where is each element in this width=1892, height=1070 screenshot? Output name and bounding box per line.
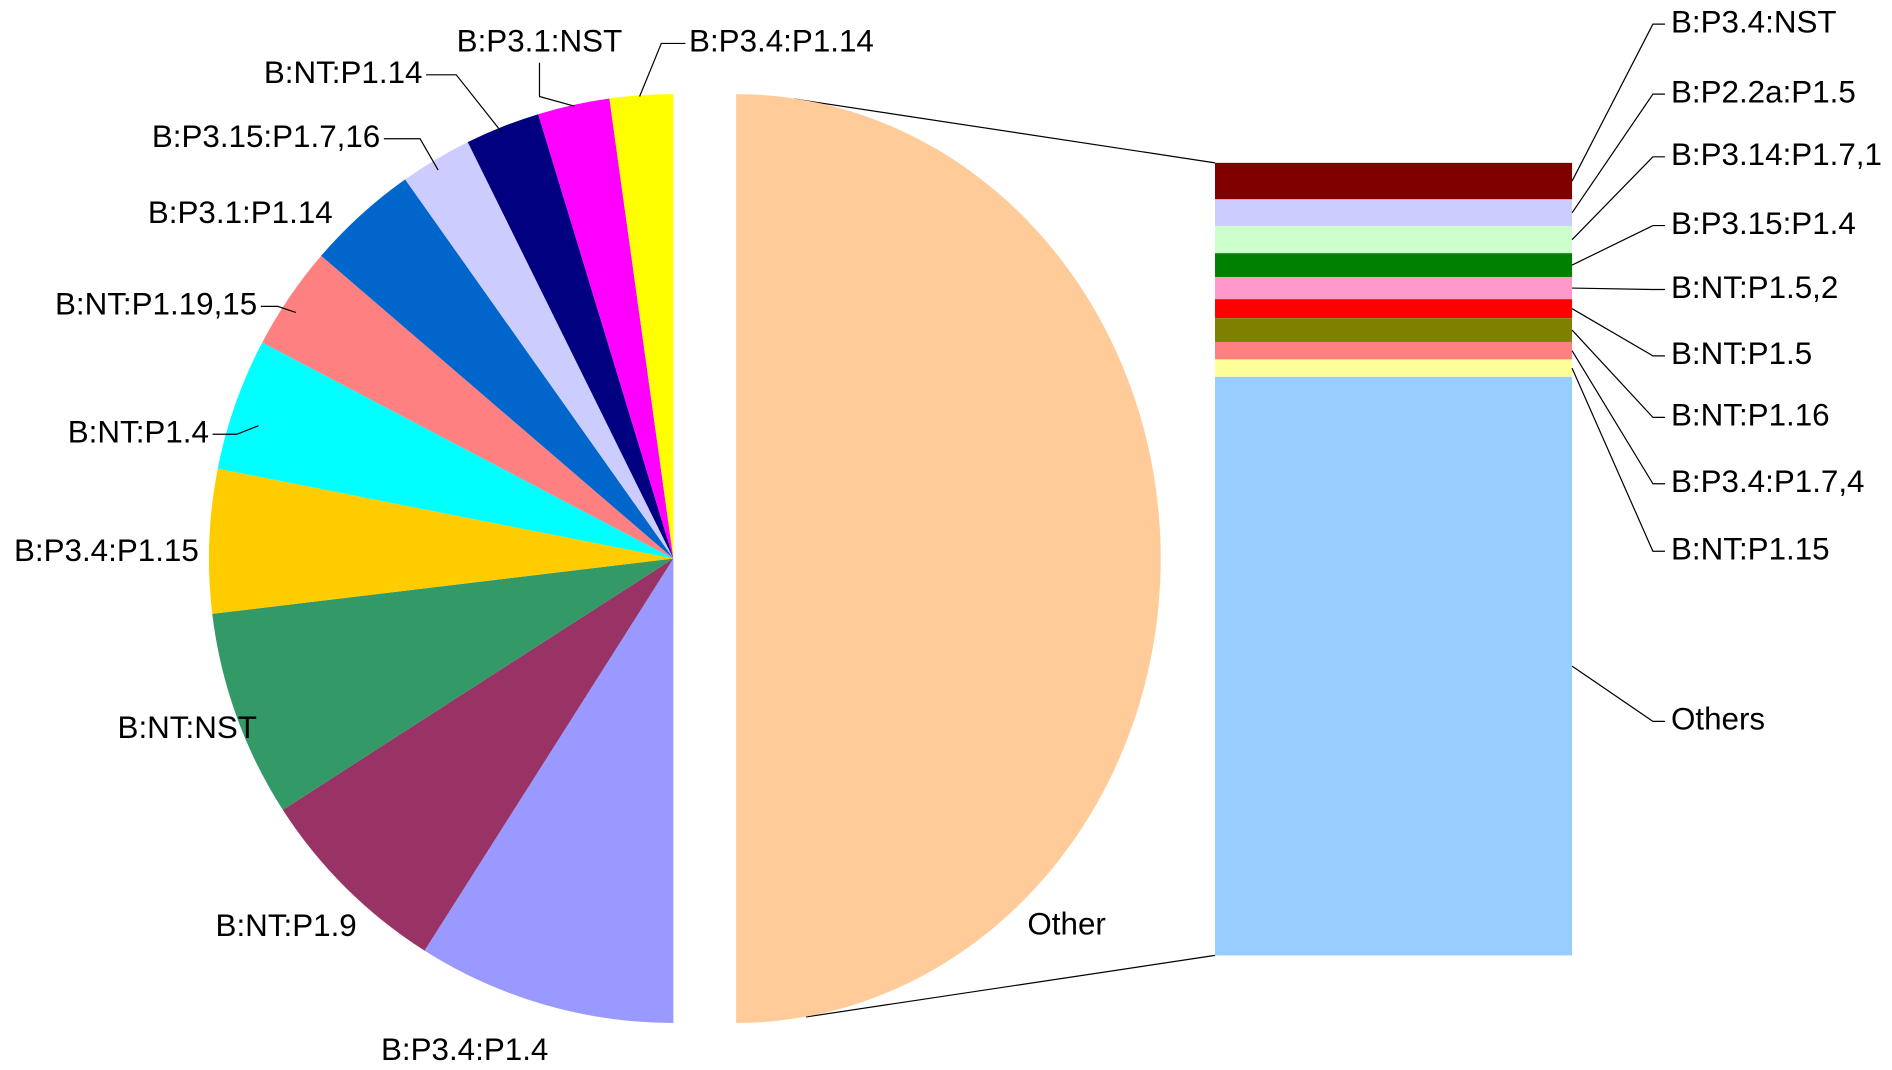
slice-label: B:P3.1:NST	[457, 24, 623, 59]
slice-label: B:NT:P1.9	[216, 908, 357, 943]
leader-line	[538, 62, 575, 107]
leader-line	[212, 425, 259, 435]
leader-line	[1571, 224, 1665, 266]
pie-slice	[217, 342, 674, 559]
slice-label: B:P3.15:P1.7,16	[152, 119, 380, 154]
bar-segment	[1215, 376, 1573, 956]
bar-label: B:P2.2a:P1.5	[1671, 74, 1856, 109]
leader-line	[1571, 23, 1665, 182]
leader-line	[1571, 367, 1665, 552]
leader-line	[1571, 329, 1665, 418]
connector-line	[805, 954, 1216, 1018]
bar-segment	[1215, 199, 1573, 227]
leader-line	[260, 305, 296, 314]
slice-label: B:NT:NST	[118, 710, 257, 745]
leader-line	[1572, 287, 1665, 291]
pie-slice	[405, 142, 674, 559]
pie-slice	[467, 114, 674, 559]
bar-label: B:NT:P1.5	[1671, 336, 1812, 371]
bar-label: B:NT:P1.16	[1671, 398, 1830, 433]
bar-label: B:P3.4:P1.7,4	[1671, 464, 1865, 499]
slice-label: B:NT:P1.14	[264, 55, 423, 90]
bar-label: B:P3.14:P1.7,1	[1671, 137, 1882, 172]
bar-segment	[1215, 276, 1573, 300]
bar-segment	[1215, 299, 1573, 319]
bar-segment	[1215, 226, 1573, 254]
bar-segment	[1215, 359, 1573, 377]
pie-slice	[212, 558, 674, 810]
leader-line	[1571, 308, 1665, 357]
pie-slice	[208, 468, 674, 614]
leader-line	[1571, 350, 1665, 485]
pie-slice	[609, 94, 674, 559]
leader-line	[1571, 93, 1665, 214]
bar-segment	[1215, 253, 1573, 277]
leader-line	[639, 42, 686, 97]
connector-line	[793, 98, 1216, 164]
pie-slice	[262, 255, 674, 559]
bar-segment	[1215, 341, 1573, 360]
pie-slice	[282, 558, 674, 951]
slice-label: B:P3.4:P1.15	[14, 533, 199, 568]
leader-line	[1571, 665, 1665, 722]
pie-slice	[736, 94, 1161, 1023]
bar-label: B:P3.4:NST	[1671, 4, 1837, 39]
bar-segment	[1215, 162, 1573, 200]
pie-slice	[321, 179, 674, 559]
slice-label: Other	[1027, 907, 1105, 942]
bar-label: Others	[1671, 702, 1765, 737]
bar-segment	[1215, 318, 1573, 342]
pie-slice	[538, 98, 674, 559]
slice-label: B:NT:P1.19,15	[55, 287, 257, 322]
leader-line	[1571, 156, 1665, 241]
slice-label: B:P3.1:P1.14	[148, 195, 333, 230]
slice-label: B:NT:P1.4	[68, 415, 209, 450]
slice-label: B:P3.4:P1.4	[381, 1032, 548, 1067]
slice-label: B:P3.4:P1.14	[689, 24, 874, 59]
bar-label: B:NT:P1.5,2	[1671, 270, 1838, 305]
leader-line	[383, 138, 439, 171]
bar-label: B:P3.15:P1.4	[1671, 206, 1856, 241]
bar-label: B:NT:P1.15	[1671, 532, 1830, 567]
leader-line	[426, 74, 503, 134]
pie-slice	[424, 558, 674, 1023]
